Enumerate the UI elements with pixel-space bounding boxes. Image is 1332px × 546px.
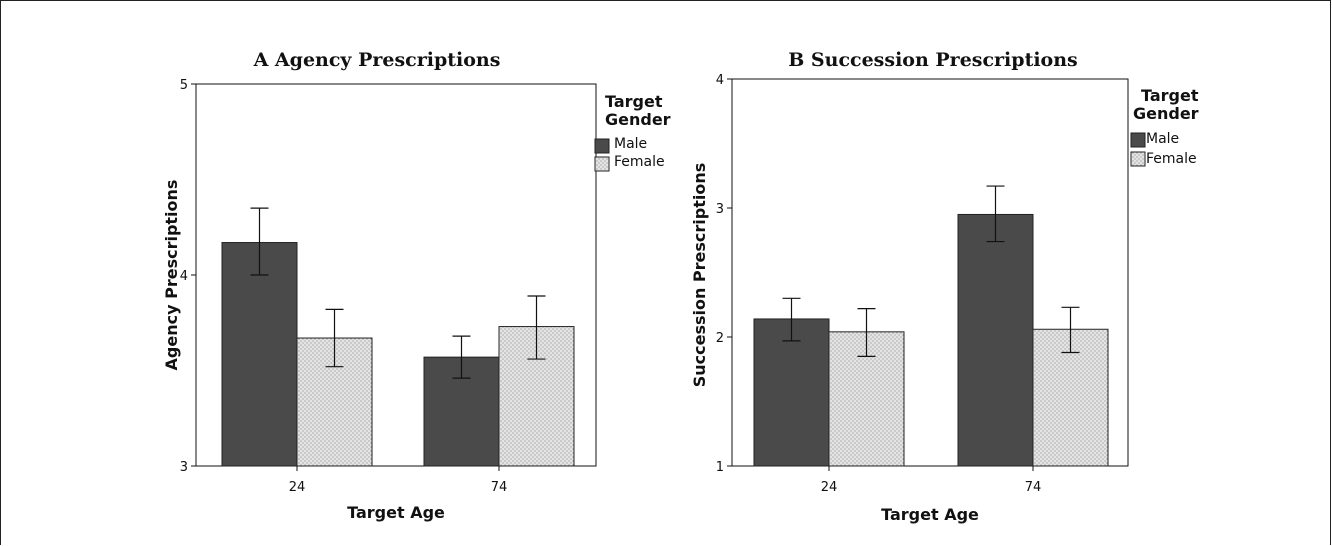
- chart-a-xlabel: Target Age: [347, 503, 445, 522]
- chart-b-legend-female-swatch: [1130, 151, 1146, 167]
- chart-b-ytick-label: 3: [716, 202, 724, 217]
- chart-a-legend-female-swatch: [594, 156, 610, 172]
- chart-a-legend-title-line1: Target: [605, 92, 663, 111]
- chart-a-bar-male-24: [221, 242, 298, 467]
- chart-a-title: A Agency Prescriptions: [253, 49, 501, 71]
- chart-b-legend-title-line2: Gender: [1133, 104, 1199, 123]
- chart-a-ytick-label: 5: [180, 78, 188, 93]
- chart-a-xtick-label: 24: [289, 480, 306, 495]
- chart-b-legend-male-swatch: [1130, 132, 1146, 148]
- chart-b-legend-female-label: Female: [1146, 151, 1197, 167]
- chart-b-bar-male-74: [957, 213, 1034, 467]
- chart-a-legend-female-label: Female: [614, 154, 665, 170]
- chart-b-legend-title-line1: Target: [1141, 86, 1199, 105]
- chart-a-xtick-label: 74: [491, 480, 508, 495]
- chart-a-legend-title-line2: Gender: [605, 110, 671, 129]
- chart-b-ylabel: Succession Prescriptions: [690, 163, 709, 388]
- chart-b-xtick-label: 24: [821, 480, 838, 495]
- chart-a-ytick-label: 3: [180, 460, 188, 475]
- chart-b-ytick-label: 4: [716, 73, 724, 88]
- chart-a-legend-male-label: Male: [614, 136, 647, 152]
- chart-a-ytick-label: 4: [180, 269, 188, 284]
- chart-b-xlabel: Target Age: [881, 505, 979, 524]
- chart-a-ylabel: Agency Prescriptions: [162, 180, 181, 371]
- chart-b-bar-male-24: [753, 318, 830, 467]
- chart-b-xtick-label: 74: [1025, 480, 1042, 495]
- chart-b-ytick-label: 1: [716, 460, 724, 475]
- chart-a-legend-male-swatch: [594, 138, 610, 154]
- chart-b-ytick-label: 2: [716, 331, 724, 346]
- chart-b-legend-male-label: Male: [1146, 131, 1179, 147]
- chart-b-title: B Succession Prescriptions: [788, 49, 1078, 71]
- chart-b-plot-frame: [731, 78, 1129, 467]
